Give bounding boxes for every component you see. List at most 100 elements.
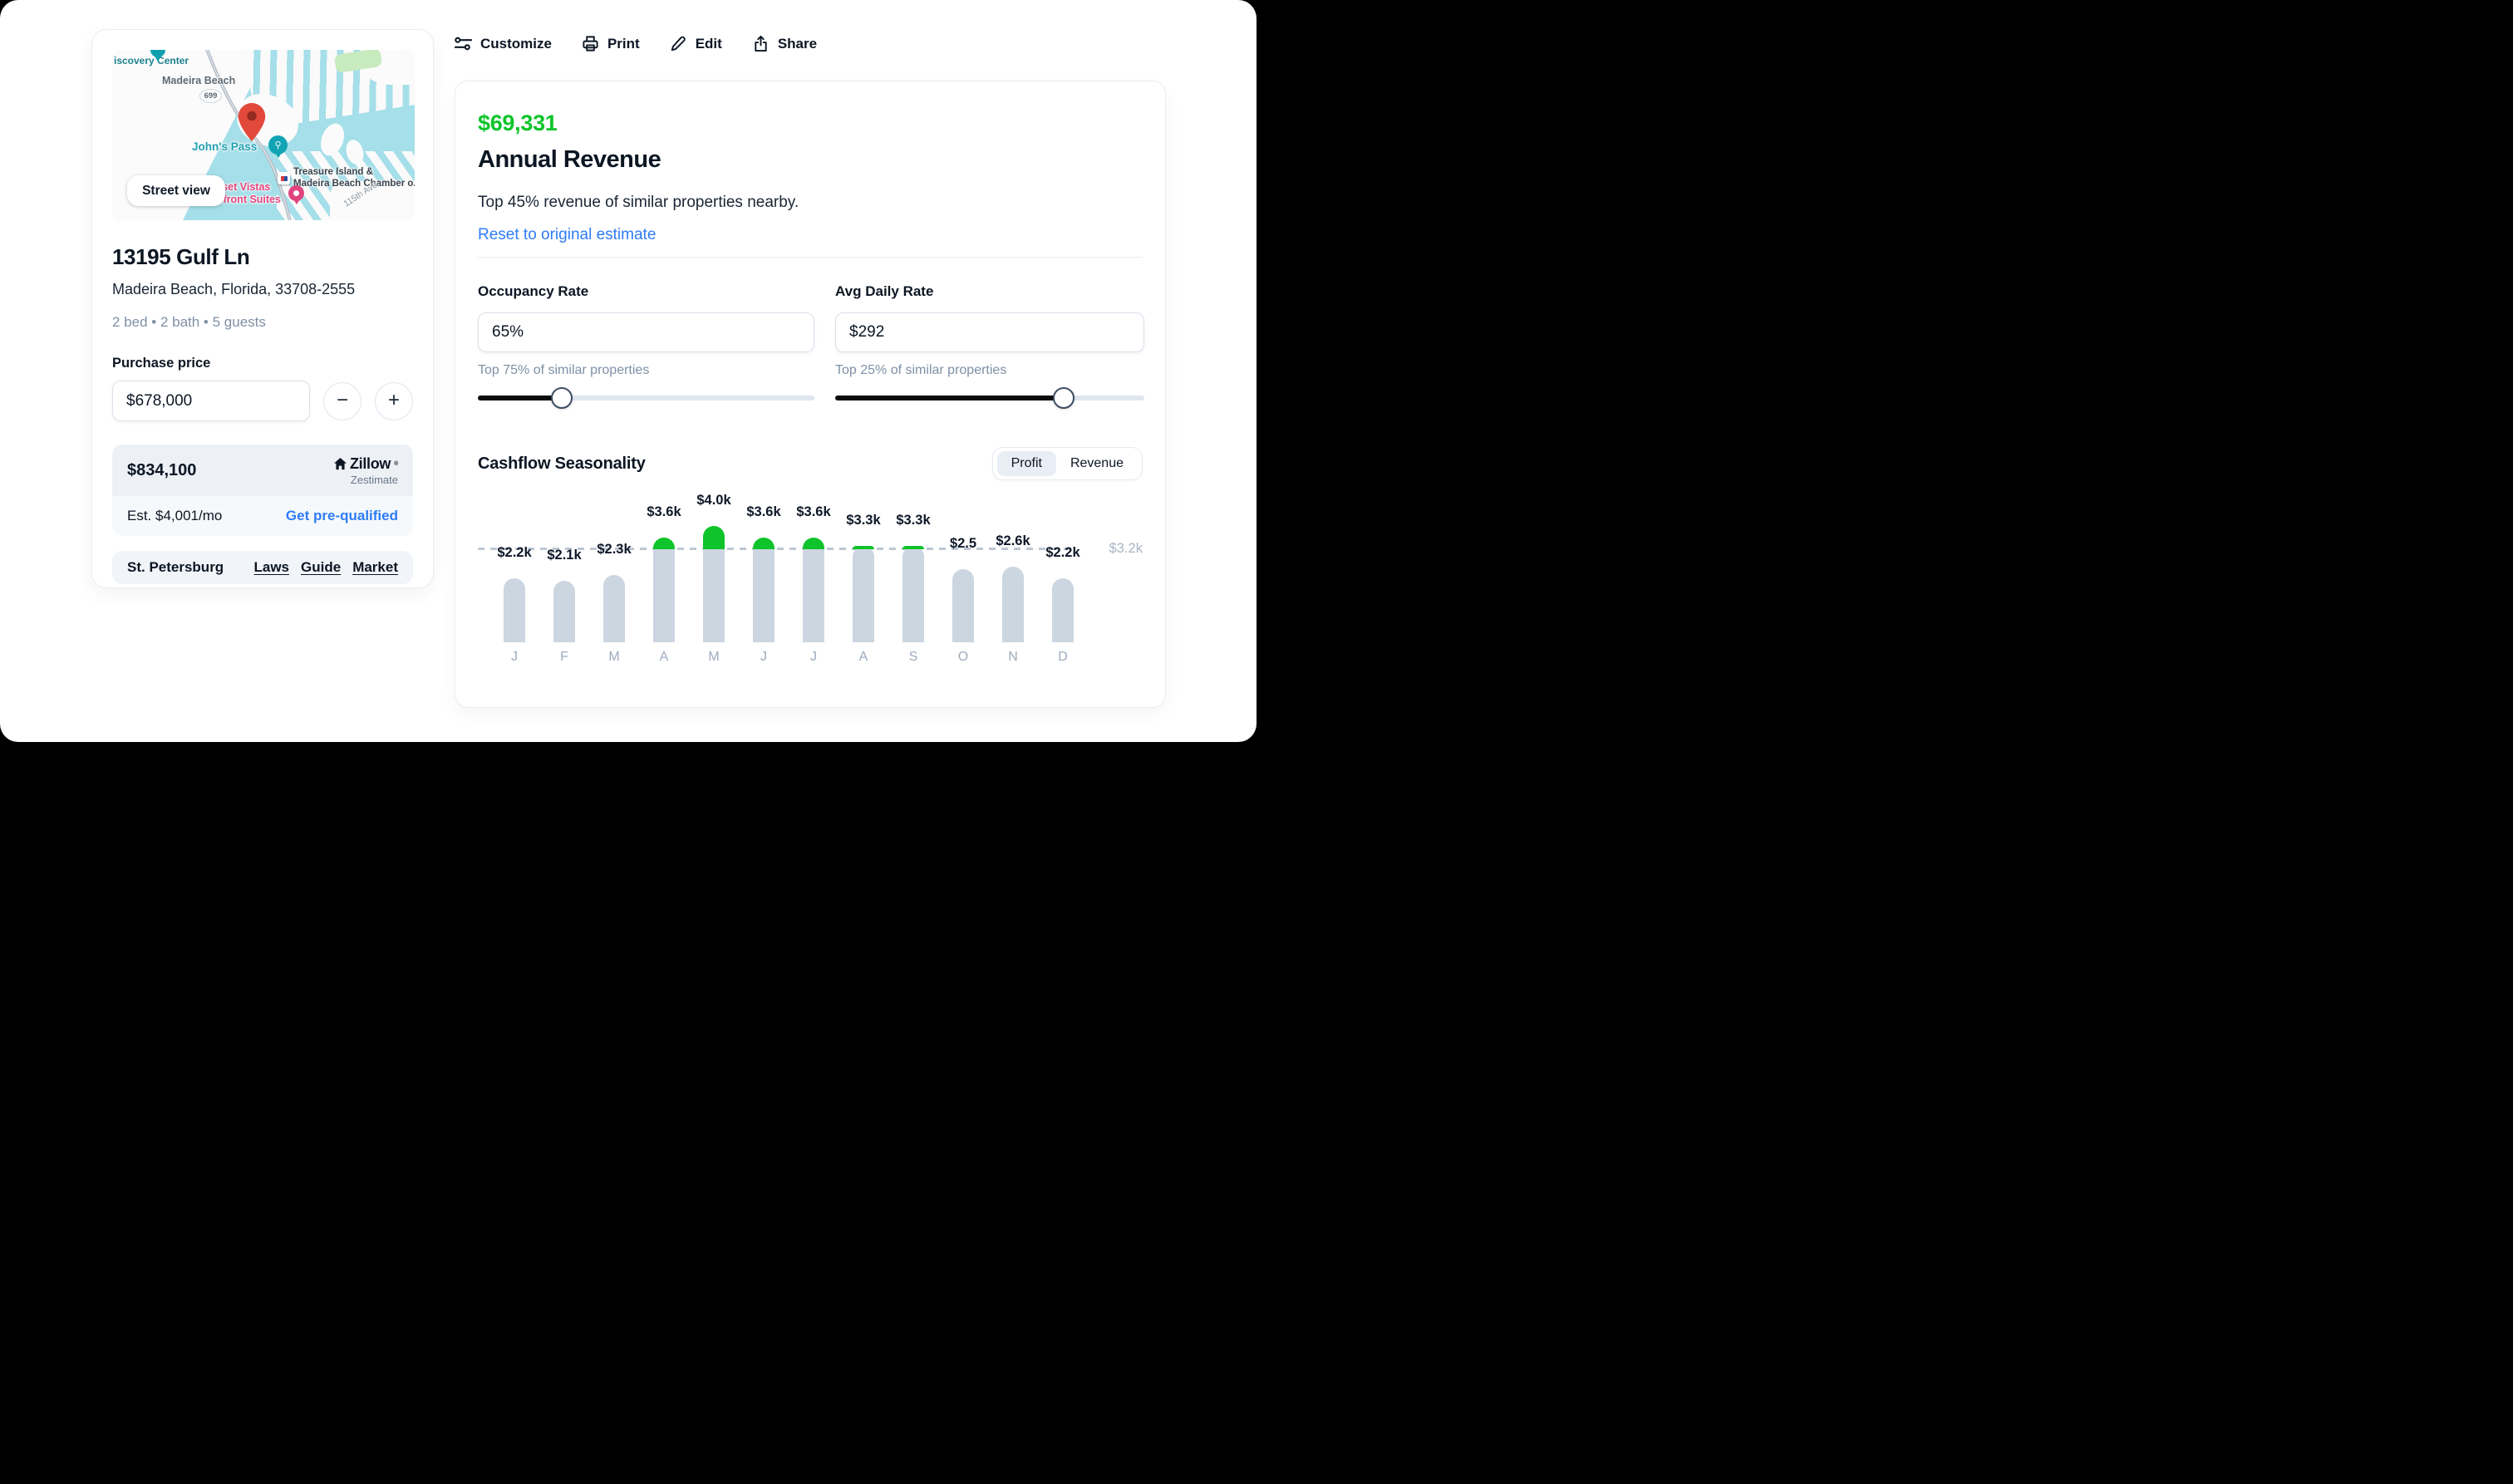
map-pin-discovery-icon — [150, 50, 165, 61]
mortgage-row: Est. $4,001/mo Get pre-qualified — [112, 496, 413, 536]
chamber-poi-icon — [278, 172, 290, 184]
map-label-chamber-line1: Treasure Island & — [293, 167, 373, 177]
price-increment-button[interactable]: + — [375, 381, 413, 420]
toolbar: Customize Print Edit — [455, 35, 817, 52]
chart-bar-D11[interactable] — [1052, 577, 1074, 642]
adr-slider[interactable] — [835, 386, 1144, 410]
zestimate-caption: Zestimate — [350, 473, 398, 486]
purchase-price-label: Purchase price — [112, 356, 211, 371]
chart-month-label: J — [760, 650, 767, 664]
slider-track[interactable] — [478, 396, 814, 400]
chart-value-label: $2.2k — [1045, 544, 1080, 560]
threshold-dash-line — [478, 548, 1071, 550]
chart-bar-J6[interactable] — [803, 537, 824, 642]
property-address: 13195 Gulf Ln — [112, 244, 250, 269]
adr-column: Avg Daily Rate Top 25% of similar proper… — [835, 283, 1144, 410]
occupancy-rate-input[interactable] — [478, 312, 814, 352]
chart-month-label: A — [659, 650, 669, 664]
laws-link[interactable]: Laws — [253, 559, 290, 575]
revenue-card: $69,331 Annual Revenue Top 45% revenue o… — [455, 81, 1166, 708]
threshold-label: $3.2k — [1109, 541, 1143, 556]
chart-bar-profit-cap — [753, 537, 775, 549]
annual-revenue-amount: $69,331 — [478, 111, 558, 135]
zestimate-value: $834,100 — [127, 460, 197, 479]
property-city-line: Madeira Beach, Florida, 33708-2555 — [112, 281, 356, 297]
seasonality-title: Cashflow Seasonality — [478, 454, 646, 473]
map-roads — [205, 50, 292, 220]
price-decrement-button[interactable]: − — [323, 381, 361, 420]
map-thumbnail[interactable]: iscovery Center Madeira Beach 699 John's… — [112, 50, 415, 220]
profit-revenue-toggle: Profit Revenue — [991, 447, 1143, 480]
chart-bar-N10[interactable] — [1002, 566, 1024, 642]
mortgage-estimate: Est. $4,001/mo — [127, 508, 223, 523]
map-land-southeast — [330, 181, 415, 220]
chart-month-label: D — [1058, 650, 1068, 664]
chart-bar-O9[interactable] — [952, 569, 974, 642]
avg-daily-rate-input[interactable] — [835, 312, 1144, 352]
chart-value-label: $2.3k — [597, 542, 632, 557]
chart-bar-F1[interactable] — [553, 581, 575, 642]
occupancy-column: Occupancy Rate Top 75% of similar proper… — [478, 283, 814, 410]
sliders-icon — [455, 37, 472, 51]
chart-bar-S8[interactable] — [902, 546, 924, 642]
market-links: Laws Guide Market — [253, 559, 398, 576]
chart-month-label: S — [908, 650, 918, 664]
property-specs: 2 bed • 2 bath • 5 guests — [112, 314, 266, 330]
purchase-price-row: − + — [112, 381, 413, 421]
chart-bar-profit-cap — [803, 537, 824, 549]
toggle-option-revenue[interactable]: Revenue — [1070, 456, 1124, 470]
chart-bar-J0[interactable] — [504, 577, 525, 642]
chart-bar-profit-cap — [902, 546, 924, 549]
chart-month-label: J — [511, 650, 518, 664]
chart-value-label: $3.3k — [896, 513, 931, 528]
chart-bar-A7[interactable] — [853, 546, 874, 642]
chart-value-label: $3.3k — [846, 513, 881, 528]
street-view-button[interactable]: Street view — [127, 175, 225, 206]
market-row: St. Petersburg Laws Guide Market — [112, 551, 413, 584]
zillow-logo: Zillow ® — [333, 455, 398, 473]
chart-bar-J5[interactable] — [753, 537, 775, 642]
chart-bar-profit-cap — [853, 546, 874, 549]
pencil-icon — [671, 36, 686, 52]
slider-fill — [835, 396, 1065, 400]
occupancy-slider[interactable] — [478, 386, 814, 410]
adr-caption: Top 25% of similar properties — [835, 363, 1007, 377]
chart-month-label: J — [810, 650, 817, 664]
revenue-subtitle: Top 45% revenue of similar properties ne… — [478, 194, 799, 211]
map-label-chamber-line2: Madeira Beach Chamber o... — [293, 178, 415, 189]
section-divider — [478, 257, 1143, 258]
purchase-price-input[interactable] — [112, 381, 310, 421]
market-link[interactable]: Market — [352, 559, 398, 575]
chart-month-label: F — [560, 650, 568, 664]
occupancy-rate-label: Occupancy Rate — [478, 283, 589, 299]
print-button[interactable]: Print — [582, 35, 640, 52]
share-icon — [755, 35, 767, 52]
customize-button[interactable]: Customize — [455, 35, 552, 52]
avg-daily-rate-label: Avg Daily Rate — [835, 283, 934, 299]
chart-month-label: M — [608, 650, 620, 664]
chart-bar-profit-cap — [703, 525, 725, 549]
customize-label: Customize — [480, 35, 552, 52]
zillow-brand: Zillow ® Zestimate — [333, 455, 398, 486]
screen: iscovery Center Madeira Beach 699 John's… — [0, 0, 1256, 742]
chart-bar-M2[interactable] — [603, 575, 625, 642]
share-button[interactable]: Share — [752, 35, 817, 52]
app-window: iscovery Center Madeira Beach 699 John's… — [0, 0, 1256, 742]
slider-thumb[interactable] — [1053, 387, 1075, 409]
get-prequalified-link[interactable]: Get pre-qualified — [285, 508, 398, 523]
market-city-label: St. Petersburg — [127, 559, 224, 575]
slider-fill — [478, 396, 563, 400]
chart-value-label: $2.1k — [547, 548, 582, 563]
chart-bar-A3[interactable] — [653, 537, 675, 642]
reset-estimate-link[interactable]: Reset to original estimate — [478, 226, 657, 243]
slider-thumb[interactable] — [551, 387, 573, 409]
toggle-option-profit[interactable]: Profit — [996, 451, 1056, 476]
edit-button[interactable]: Edit — [670, 35, 722, 52]
property-card: iscovery Center Madeira Beach 699 John's… — [91, 29, 434, 588]
map-label-johns-pass: John's Pass — [192, 140, 258, 153]
chart-value-label: $2.2k — [497, 544, 532, 560]
map-label-chamber: Treasure Island & Madeira Beach Chamber … — [293, 167, 415, 189]
chart-month-label: A — [858, 650, 868, 664]
zillow-house-icon — [333, 457, 347, 469]
guide-link[interactable]: Guide — [301, 559, 342, 575]
